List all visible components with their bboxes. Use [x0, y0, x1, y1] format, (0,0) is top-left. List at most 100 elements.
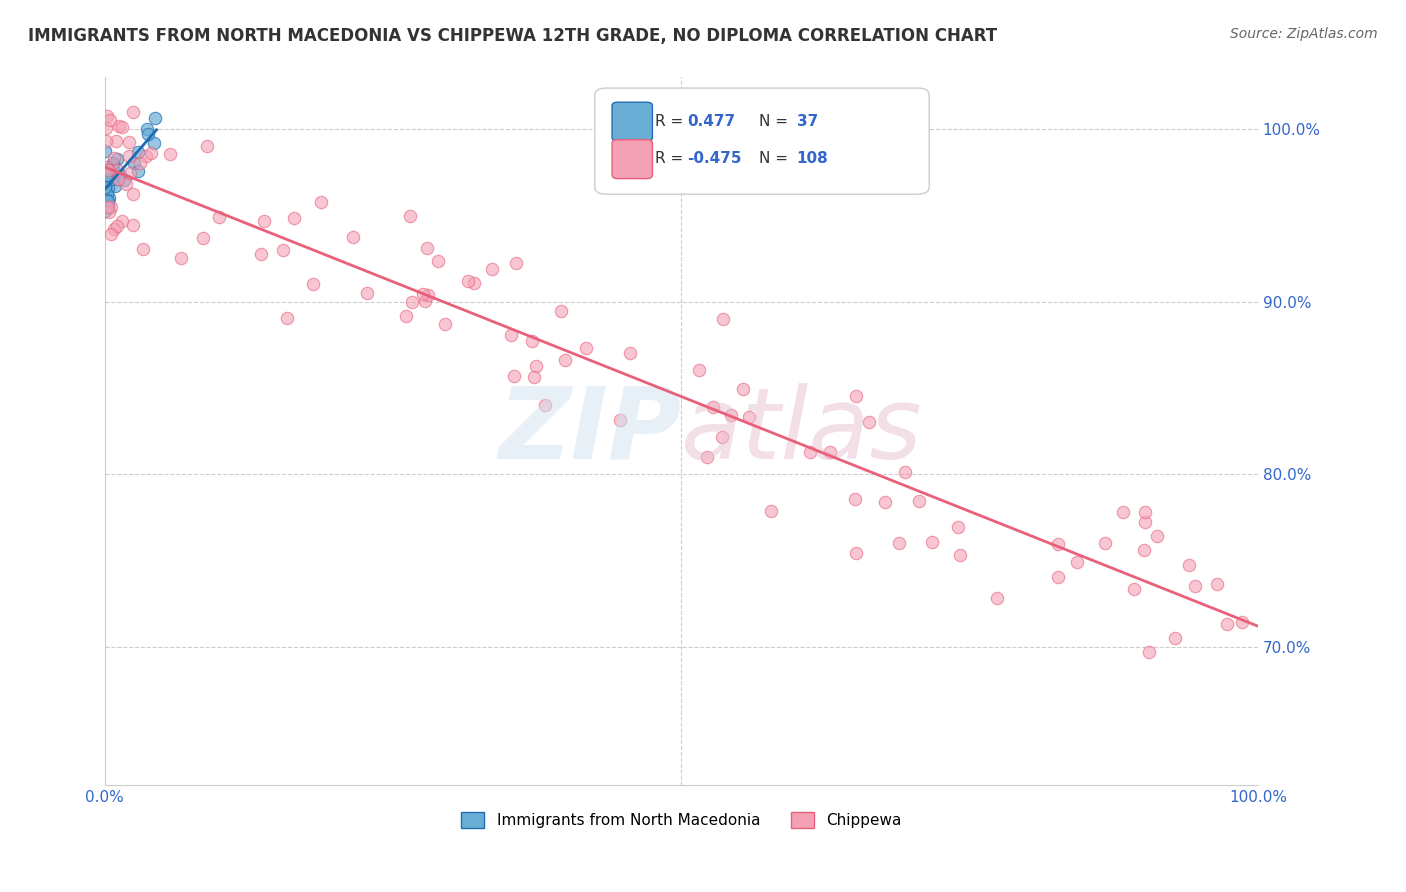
- Point: [97, 162, 120, 177]
- Point: [309, 195, 332, 210]
- Text: 0.477: 0.477: [688, 114, 735, 129]
- Point: [523, 370, 546, 384]
- Point: [1164, 632, 1187, 646]
- Point: [136, 127, 159, 141]
- Point: [481, 262, 503, 277]
- Point: [1046, 537, 1069, 551]
- Point: [159, 146, 181, 161]
- Point: [702, 400, 724, 414]
- Point: [105, 134, 128, 148]
- Point: [121, 105, 143, 120]
- Point: [738, 410, 761, 425]
- Point: [893, 465, 915, 479]
- Point: [98, 191, 121, 205]
- Point: [433, 318, 456, 332]
- Point: [94, 144, 117, 158]
- Text: 37: 37: [797, 114, 818, 129]
- Point: [619, 346, 641, 360]
- Point: [818, 445, 841, 459]
- Point: [191, 231, 214, 245]
- Point: [94, 134, 117, 148]
- Point: [105, 152, 128, 166]
- Point: [118, 149, 141, 163]
- Point: [711, 312, 734, 326]
- Point: [845, 546, 868, 560]
- Point: [1094, 536, 1116, 550]
- Point: [107, 172, 129, 186]
- Point: [96, 177, 118, 191]
- Point: [103, 156, 125, 170]
- Text: IMMIGRANTS FROM NORTH MACEDONIA VS CHIPPEWA 12TH GRADE, NO DIPLOMA CORRELATION C: IMMIGRANTS FROM NORTH MACEDONIA VS CHIPP…: [28, 27, 997, 45]
- Point: [103, 221, 125, 235]
- Point: [122, 156, 145, 170]
- Point: [101, 158, 124, 172]
- Point: [502, 369, 524, 384]
- Point: [127, 164, 149, 178]
- Point: [1184, 579, 1206, 593]
- Point: [550, 304, 572, 318]
- Point: [399, 210, 422, 224]
- Point: [356, 285, 378, 300]
- Point: [100, 227, 122, 241]
- FancyBboxPatch shape: [612, 103, 652, 141]
- Point: [100, 169, 122, 183]
- Point: [427, 254, 450, 268]
- Point: [97, 196, 120, 211]
- Point: [132, 242, 155, 256]
- Point: [499, 327, 522, 342]
- Point: [412, 286, 434, 301]
- Point: [1137, 644, 1160, 658]
- Point: [253, 213, 276, 227]
- Text: R =: R =: [655, 152, 688, 166]
- Point: [759, 504, 782, 518]
- Point: [395, 309, 418, 323]
- Point: [120, 166, 142, 180]
- Point: [208, 211, 231, 225]
- Point: [534, 399, 557, 413]
- Point: [108, 168, 131, 182]
- Point: [108, 119, 131, 133]
- Text: Source: ZipAtlas.com: Source: ZipAtlas.com: [1230, 27, 1378, 41]
- Point: [100, 201, 122, 215]
- Point: [1047, 570, 1070, 584]
- Point: [731, 383, 754, 397]
- Point: [96, 199, 118, 213]
- Point: [1133, 543, 1156, 558]
- Point: [135, 149, 157, 163]
- Point: [302, 277, 325, 291]
- Point: [1216, 616, 1239, 631]
- Point: [845, 389, 868, 403]
- Point: [463, 276, 485, 290]
- Point: [103, 151, 125, 165]
- Point: [94, 160, 117, 174]
- Text: N =: N =: [758, 152, 793, 166]
- Text: ZIP: ZIP: [498, 383, 682, 480]
- Point: [97, 162, 120, 177]
- Point: [96, 186, 118, 201]
- Point: [94, 186, 117, 200]
- Point: [1112, 505, 1135, 519]
- Point: [1230, 615, 1253, 629]
- Point: [143, 111, 166, 125]
- Point: [100, 172, 122, 186]
- Point: [522, 334, 544, 348]
- Point: [94, 189, 117, 203]
- FancyBboxPatch shape: [612, 140, 652, 178]
- Point: [524, 359, 547, 373]
- Point: [921, 534, 943, 549]
- Point: [799, 444, 821, 458]
- Point: [688, 362, 710, 376]
- Point: [97, 181, 120, 195]
- Point: [1177, 558, 1199, 573]
- Point: [696, 450, 718, 465]
- Point: [283, 211, 305, 226]
- Point: [139, 146, 162, 161]
- Point: [94, 170, 117, 185]
- Point: [96, 168, 118, 182]
- Point: [94, 195, 117, 210]
- Text: atlas: atlas: [682, 383, 922, 480]
- Point: [1133, 505, 1156, 519]
- Point: [107, 172, 129, 186]
- Point: [250, 246, 273, 260]
- Point: [104, 178, 127, 193]
